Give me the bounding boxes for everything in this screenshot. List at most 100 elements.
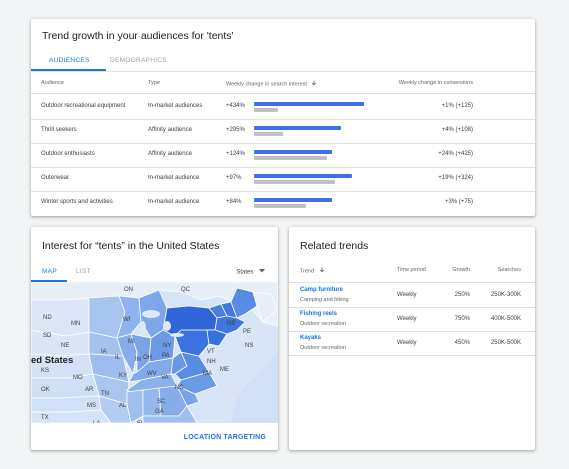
state-label: KS: [41, 368, 49, 374]
trend-link[interactable]: Camp furniture: [300, 287, 344, 293]
state-shape-la: [98, 395, 132, 423]
state-shape-il: [116, 333, 138, 376]
audience-type: In-market audiences: [148, 103, 203, 109]
state-label: PE: [243, 329, 251, 335]
states-dropdown[interactable]: States: [236, 269, 265, 276]
audiences-card-title: Trend growth in your audiences for 'tent…: [42, 30, 234, 42]
state-label: GA: [155, 409, 164, 415]
state-label: LA: [93, 421, 100, 423]
row-divider: [289, 307, 535, 308]
audience-name: Outerwear: [41, 175, 70, 181]
audience-type: Affinity audience: [148, 151, 192, 157]
col-trend[interactable]: Trend: [300, 267, 325, 275]
col-search-interest-label: Weekly change in search interest: [226, 81, 307, 88]
search-change: +97%: [226, 175, 242, 181]
search-change: +84%: [226, 199, 242, 205]
states-dropdown-label: States: [236, 269, 254, 276]
state-shape-nd: [31, 297, 92, 337]
baseline-bar: [254, 180, 335, 184]
tab-audiences[interactable]: AUDIENCES: [49, 57, 90, 64]
state-label: AL: [119, 403, 127, 409]
baseline-bar: [254, 156, 327, 160]
row-divider: [31, 119, 535, 120]
trend-link[interactable]: Fishing reels: [300, 311, 338, 317]
state-label: WI: [123, 317, 131, 323]
tab-map[interactable]: MAP: [42, 268, 57, 275]
state-label: ME: [220, 367, 229, 373]
state-label: WV: [147, 371, 157, 377]
lake-huron: [163, 321, 171, 331]
state-label: AR: [85, 387, 94, 393]
col-search-interest[interactable]: Weekly change in search interest: [226, 80, 317, 88]
conversion-change: +3% (+75): [444, 199, 473, 205]
state-label: NH: [207, 359, 216, 365]
col-time-period: Time period: [397, 267, 426, 273]
search-change: +434%: [226, 103, 245, 109]
state-shape-ks: [31, 373, 100, 399]
state-label: IA: [101, 349, 107, 355]
map-svg: ON QC ND MN SD WI MI NE IA IL IN OH PA NY VT NH ME NB PE NS…: [31, 282, 278, 423]
conversion-change: +4% (+108): [441, 127, 473, 133]
col-conversions: Weekly change in conversions: [398, 80, 473, 86]
searches-value: 250K-300K: [490, 292, 521, 298]
state-label: NE: [61, 343, 69, 349]
state-shape-ma: [214, 315, 246, 335]
caret-down-icon: [259, 269, 265, 275]
state-label: TX: [41, 415, 49, 421]
row-divider: [31, 143, 535, 144]
state-label: TN: [101, 391, 109, 397]
related-card-title: Related trends: [300, 240, 369, 252]
state-label: NB: [227, 321, 235, 327]
state-label: NS: [245, 343, 253, 349]
state-label: ON: [124, 287, 133, 293]
state-shape-sc: [176, 385, 200, 407]
header-divider: [31, 93, 535, 94]
trend-category: Camping and hiking: [300, 297, 349, 303]
audience-name: Thrill seekers: [41, 127, 77, 133]
search-interest-bar: [254, 174, 352, 178]
growth-value: 450%: [454, 340, 470, 346]
search-interest-bar: [254, 126, 341, 130]
search-interest-bar: [254, 198, 332, 202]
lake-superior: [142, 310, 160, 318]
time-period: Weekly: [397, 316, 417, 322]
time-period: Weekly: [397, 340, 417, 346]
conversion-change: +1% (+125): [441, 103, 473, 109]
state-shape-oh: [148, 329, 176, 363]
state-labels: ON QC ND MN SD WI MI NE IA IL IN OH PA NY VT NH ME NB PE NS…: [41, 287, 253, 423]
state-label: MI: [128, 339, 135, 345]
trend-link[interactable]: Kayaks: [300, 335, 322, 341]
baseline-bar: [254, 204, 306, 208]
row-divider: [289, 355, 535, 356]
col-type: Type: [148, 80, 160, 86]
state-label: VT: [207, 349, 215, 355]
tab-demographics[interactable]: DEMOGRAPHICS: [110, 57, 168, 64]
searches-value: 400K-500K: [490, 316, 521, 322]
row-divider: [289, 331, 535, 332]
growth-value: 750%: [454, 316, 470, 322]
state-label: IN: [135, 357, 141, 363]
lake-erie: [170, 333, 184, 337]
arrow-down-icon: [319, 267, 325, 275]
state-shape-nj: [206, 329, 228, 347]
map-card: Interest for “tents” in the United State…: [31, 227, 278, 450]
location-targeting-button[interactable]: LOCATION TARGETING: [183, 434, 266, 441]
baseline-bar: [254, 108, 278, 112]
conversion-change: +24% (+425): [438, 151, 473, 157]
search-interest-bar: [254, 102, 364, 106]
state-label: FL: [137, 421, 145, 423]
tab-list[interactable]: LIST: [76, 268, 91, 275]
tab-indicator: [31, 69, 106, 71]
lake-michigan: [140, 321, 146, 335]
col-growth: Growth: [452, 267, 470, 273]
audience-name: Winter sports and activities: [41, 199, 113, 205]
tab-divider: [31, 71, 535, 72]
audience-type: Affinity audience: [148, 127, 192, 133]
row-divider: [31, 191, 535, 192]
searches-value: 250K-500K: [490, 340, 521, 346]
us-interest-map[interactable]: ON QC ND MN SD WI MI NE IA IL IN OH PA NY VT NH ME NB PE NS…: [31, 282, 278, 423]
state-label: SC: [157, 399, 166, 405]
related-header-divider: [289, 282, 535, 283]
state-label: KY: [119, 373, 127, 379]
baseline-bar: [254, 132, 283, 136]
